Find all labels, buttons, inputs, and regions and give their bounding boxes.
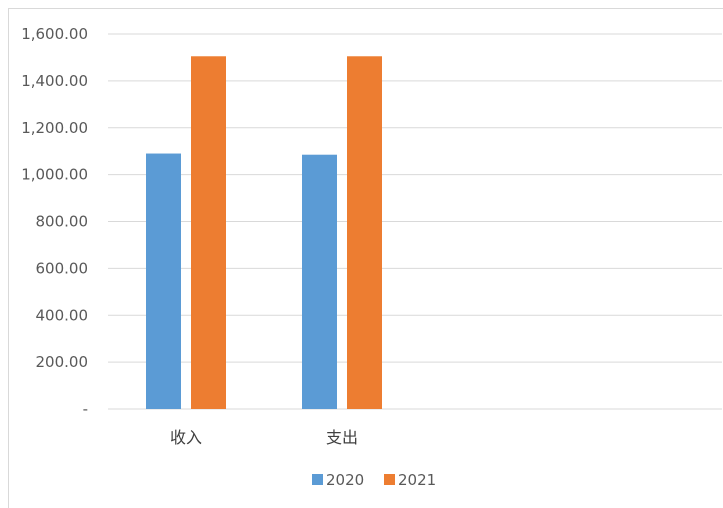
x-category-label: 支出 (326, 428, 358, 447)
bars (146, 56, 382, 409)
x-axis-categories: 收入 支出 (170, 428, 358, 447)
x-category-label: 收入 (170, 428, 202, 447)
y-tick-label: - (83, 400, 88, 418)
y-tick-label: 400.00 (36, 306, 89, 324)
y-tick-label: 1,600.00 (21, 25, 88, 43)
y-tick-label: 1,200.00 (21, 119, 88, 137)
chart-frame (8, 8, 723, 508)
bar-2021-1 (347, 56, 382, 409)
legend-label-2020: 2020 (326, 471, 364, 489)
y-tick-label: 1,000.00 (21, 166, 88, 184)
bar-2020-1 (302, 154, 337, 409)
y-tick-label: 800.00 (36, 213, 89, 231)
gridlines (108, 33, 722, 410)
bar-2020-0 (146, 153, 181, 409)
legend-label-2021: 2021 (398, 471, 436, 489)
legend-swatch-2021 (384, 474, 395, 485)
bar-2021-0 (191, 56, 226, 409)
y-tick-label: 1,400.00 (21, 72, 88, 90)
legend: 2020 2021 (312, 471, 436, 489)
y-tick-label: 200.00 (36, 353, 89, 371)
legend-swatch-2020 (312, 474, 323, 485)
y-axis-ticks: - 200.00 400.00 600.00 800.00 1,000.00 1,200.0… (21, 25, 88, 418)
y-tick-label: 600.00 (36, 259, 89, 277)
